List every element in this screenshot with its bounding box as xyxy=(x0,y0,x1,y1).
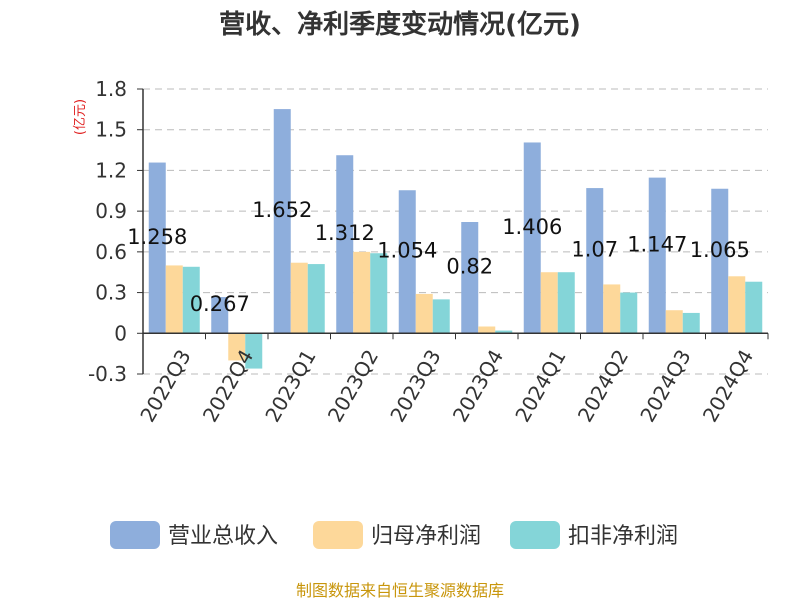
x-tick-label: 2023Q1 xyxy=(260,345,320,426)
bar xyxy=(478,326,496,334)
y-axis-ticks: 1.8 1.5 1.2 0.9 0.6 0.3 0 -0.3 xyxy=(88,77,143,386)
x-tick-label: 2023Q4 xyxy=(448,345,508,426)
bar xyxy=(370,253,388,334)
bar xyxy=(745,281,763,334)
bar xyxy=(182,266,200,334)
bar xyxy=(211,297,229,334)
axes xyxy=(142,89,769,374)
data-label: 1.065 xyxy=(690,238,750,262)
bar xyxy=(603,284,621,334)
bar xyxy=(228,333,246,361)
y-tick-label: -0.3 xyxy=(88,362,127,386)
bar xyxy=(307,264,325,334)
data-label: 0.82 xyxy=(446,255,493,279)
bar xyxy=(461,222,479,334)
bar xyxy=(665,310,683,334)
bar xyxy=(523,142,541,334)
y-tick-label: 1.5 xyxy=(95,118,127,142)
source-note: 制图数据来自恒生聚源数据库 xyxy=(296,581,504,600)
data-label: 1.147 xyxy=(627,232,687,256)
legend[interactable]: 营业总收入 归母净利润 扣非净利润 xyxy=(110,521,678,549)
data-label: 0.267 xyxy=(190,292,250,316)
bar xyxy=(290,262,308,334)
x-tick-label: 2024Q4 xyxy=(698,345,758,426)
bar xyxy=(682,312,700,334)
y-axis-unit: (亿元) xyxy=(73,99,88,135)
y-tick-label: 1.8 xyxy=(95,77,127,101)
legend-label[interactable]: 营业总收入 xyxy=(168,524,278,549)
legend-swatch[interactable] xyxy=(110,521,160,549)
y-tick-label: 0.6 xyxy=(95,240,127,264)
y-tick-label: 0.9 xyxy=(95,199,127,223)
bar xyxy=(728,276,746,334)
data-label: 1.312 xyxy=(315,221,375,245)
x-tick-label: 2022Q3 xyxy=(135,345,195,426)
data-label: 1.406 xyxy=(502,215,562,239)
data-label: 1.652 xyxy=(252,198,312,222)
y-tick-label: 0.3 xyxy=(95,281,127,305)
chart-title: 营收、净利季度变动情况(亿元) xyxy=(219,9,581,40)
bar xyxy=(648,177,666,334)
bar xyxy=(148,162,166,334)
bar xyxy=(415,293,433,334)
bar xyxy=(495,330,513,334)
x-tick-label: 2024Q1 xyxy=(510,345,570,426)
y-tick-label: 1.2 xyxy=(95,158,127,182)
x-tick-label: 2022Q4 xyxy=(198,345,258,426)
bars xyxy=(148,109,763,369)
bar xyxy=(557,272,575,334)
bar xyxy=(711,188,729,334)
bar xyxy=(353,251,371,334)
x-tick-label: 2024Q2 xyxy=(573,345,633,426)
legend-swatch[interactable] xyxy=(313,521,363,549)
data-label: 1.054 xyxy=(377,239,437,263)
bar xyxy=(398,190,416,334)
bar xyxy=(165,265,183,334)
y-tick-label: 0 xyxy=(114,321,127,345)
legend-swatch[interactable] xyxy=(510,521,560,549)
x-tick-label: 2023Q2 xyxy=(323,345,383,426)
data-label: 1.258 xyxy=(127,225,187,249)
bar xyxy=(432,299,450,334)
legend-label[interactable]: 扣非净利润 xyxy=(568,524,678,549)
bar xyxy=(336,155,354,334)
bar xyxy=(620,292,638,334)
x-tick-label: 2023Q3 xyxy=(385,345,445,426)
legend-label[interactable]: 归母净利润 xyxy=(371,524,481,549)
x-tick-label: 2024Q3 xyxy=(635,345,695,426)
data-label: 1.07 xyxy=(571,238,618,262)
bar xyxy=(273,109,291,334)
bar xyxy=(245,333,263,369)
bar xyxy=(586,188,604,334)
bar xyxy=(540,272,558,334)
